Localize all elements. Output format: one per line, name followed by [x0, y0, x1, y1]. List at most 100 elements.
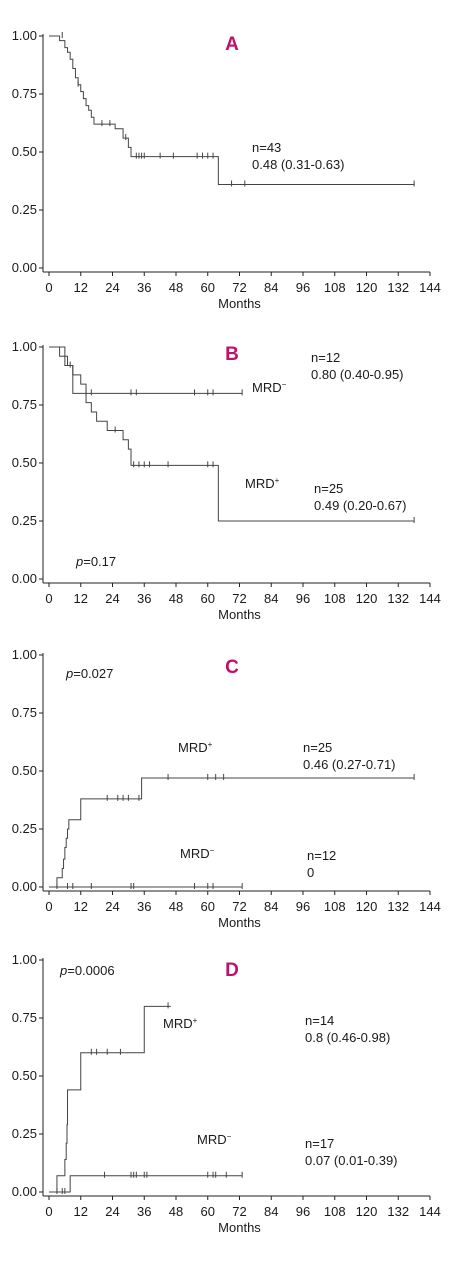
panel-b-x-tick-label: 108	[324, 591, 346, 606]
panel-a-label: A	[225, 34, 239, 55]
panel-b-x-tick-label: 96	[296, 591, 310, 606]
panel-c-y-tick-label: 0.25	[12, 821, 37, 836]
panel-c-x-tick-label: 144	[419, 899, 441, 914]
panel-a-x-tick-label: 36	[137, 280, 151, 295]
panel-b-x-tick-label: 132	[387, 591, 409, 606]
panel-b-y-tick-label: 0.00	[12, 571, 37, 586]
panel-d-x-tick-label: 24	[105, 1204, 119, 1219]
panel-d-series-2-curve	[49, 1175, 243, 1193]
panel-c-series-1-annotation: 0.46 (0.27-0.71)	[303, 757, 396, 772]
panel-b-x-tick-label: 12	[74, 591, 88, 606]
panel-c-label: C	[225, 657, 239, 678]
panel-a-y-tick-label: 0.75	[12, 86, 37, 101]
panel-b-series-2-curve	[49, 346, 415, 522]
panel-b-x-tick-label: 48	[169, 591, 183, 606]
panel-d-series-2-annotation: 0.07 (0.01-0.39)	[305, 1153, 398, 1168]
panel-a-x-axis-title: Months	[218, 296, 261, 311]
panel-d-series-2-annotation: n=17	[305, 1136, 334, 1151]
panel-a-x-tick-label: 132	[387, 280, 409, 295]
panel-c-x-tick-label: 60	[201, 899, 215, 914]
panel-a-x-tick-label: 60	[201, 280, 215, 295]
panel-d-x-tick-label: 108	[324, 1204, 346, 1219]
panel-b-x-axis-title: Months	[218, 607, 261, 622]
panel-b-x-tick-label: 60	[201, 591, 215, 606]
panel-d-x-tick-label: 60	[201, 1204, 215, 1219]
panel-c-series-2-annotation: n=12	[307, 848, 336, 863]
panel-d-y-tick-label: 0.00	[12, 1184, 37, 1199]
panel-c-p-value: p=0.027	[65, 666, 113, 681]
panel-b-series-1-name: MRD−	[252, 380, 287, 395]
panel-c-x-tick-label: 0	[45, 899, 52, 914]
panel-a-x-tick-label: 72	[232, 280, 246, 295]
panel-d-x-tick-label: 0	[45, 1204, 52, 1219]
panel-b-x-tick-label: 0	[45, 591, 52, 606]
panel-b-series-2-annotation: 0.49 (0.20-0.67)	[314, 498, 407, 513]
panel-d-x-tick-label: 36	[137, 1204, 151, 1219]
panel-b-series-1-curve	[49, 346, 243, 394]
panel-c-x-tick-label: 132	[387, 899, 409, 914]
panel-d-p-value: p=0.0006	[59, 963, 115, 978]
panel-c-x-tick-label: 72	[232, 899, 246, 914]
panel-b-y-tick-label: 0.50	[12, 455, 37, 470]
panel-d-y-tick-label: 1.00	[12, 952, 37, 967]
panel-a-x-tick-label: 48	[169, 280, 183, 295]
panel-a-y-tick-label: 0.50	[12, 144, 37, 159]
panel-a-x-tick-label: 108	[324, 280, 346, 295]
panel-c-series-1-curve	[49, 777, 415, 888]
panel-a-x-tick-label: 0	[45, 280, 52, 295]
panel-b-series-2-name: MRD+	[245, 476, 280, 491]
panel-d-x-tick-label: 144	[419, 1204, 441, 1219]
panel-a-x-tick-label: 84	[264, 280, 278, 295]
panel-a-x-tick-label: 144	[419, 280, 441, 295]
panel-c-x-tick-label: 12	[74, 899, 88, 914]
panel-d-y-tick-label: 0.75	[12, 1010, 37, 1025]
panel-b-y-tick-label: 0.25	[12, 513, 37, 528]
panel-b-label: B	[225, 344, 239, 365]
panel-b-x-tick-label: 120	[356, 591, 378, 606]
panel-a-series-1-curve	[49, 35, 415, 185]
panel-c-y-tick-label: 0.75	[12, 705, 37, 720]
panel-d-series-2-name: MRD−	[197, 1132, 232, 1147]
panel-d-x-tick-label: 84	[264, 1204, 278, 1219]
panel-d-series-1-name: MRD+	[163, 1016, 198, 1031]
panel-a-x-tick-label: 12	[74, 280, 88, 295]
panel-b-y-tick-label: 1.00	[12, 339, 37, 354]
panel-c-x-tick-label: 96	[296, 899, 310, 914]
panel-c-series-1-name: MRD+	[178, 740, 213, 755]
panel-d-series-1-annotation: n=14	[305, 1013, 334, 1028]
panel-b-series-2-annotation: n=25	[314, 481, 343, 496]
panel-a-series-1-annotation: n=43	[252, 140, 281, 155]
panel-d-series-1-annotation: 0.8 (0.46-0.98)	[305, 1030, 390, 1045]
panel-b-x-tick-label: 72	[232, 591, 246, 606]
panel-c-series-2-annotation: 0	[307, 865, 314, 880]
panel-d-x-axis-title: Months	[218, 1220, 261, 1235]
panel-c-y-tick-label: 0.00	[12, 879, 37, 894]
panel-b-x-tick-label: 36	[137, 591, 151, 606]
panel-d-x-tick-label: 132	[387, 1204, 409, 1219]
panel-d-x-tick-label: 12	[74, 1204, 88, 1219]
panel-d-x-tick-label: 120	[356, 1204, 378, 1219]
panel-a-x-tick-label: 96	[296, 280, 310, 295]
panel-b-x-tick-label: 24	[105, 591, 119, 606]
panel-a-x-tick-label: 120	[356, 280, 378, 295]
panel-c-x-tick-label: 48	[169, 899, 183, 914]
panel-d-series-1-curve	[49, 1005, 171, 1193]
panel-a-y-tick-label: 0.25	[12, 202, 37, 217]
panel-c-y-tick-label: 1.00	[12, 647, 37, 662]
panel-c-series-2-name: MRD−	[180, 846, 215, 861]
panel-c-y-tick-label: 0.50	[12, 763, 37, 778]
panel-b-x-tick-label: 144	[419, 591, 441, 606]
panel-a-series-1-annotation: 0.48 (0.31-0.63)	[252, 157, 345, 172]
panel-d-x-tick-label: 48	[169, 1204, 183, 1219]
panel-b-y-tick-label: 0.75	[12, 397, 37, 412]
panel-c-x-axis-title: Months	[218, 915, 261, 930]
panel-a-y-tick-label: 1.00	[12, 28, 37, 43]
panel-a-y-tick-label: 0.00	[12, 260, 37, 275]
panel-c-x-tick-label: 120	[356, 899, 378, 914]
panel-c-x-tick-label: 108	[324, 899, 346, 914]
panel-b-series-1-annotation: 0.80 (0.40-0.95)	[311, 367, 404, 382]
panel-c-x-tick-label: 24	[105, 899, 119, 914]
panel-b-p-value: p=0.17	[75, 554, 116, 569]
panel-d-y-tick-label: 0.50	[12, 1068, 37, 1083]
